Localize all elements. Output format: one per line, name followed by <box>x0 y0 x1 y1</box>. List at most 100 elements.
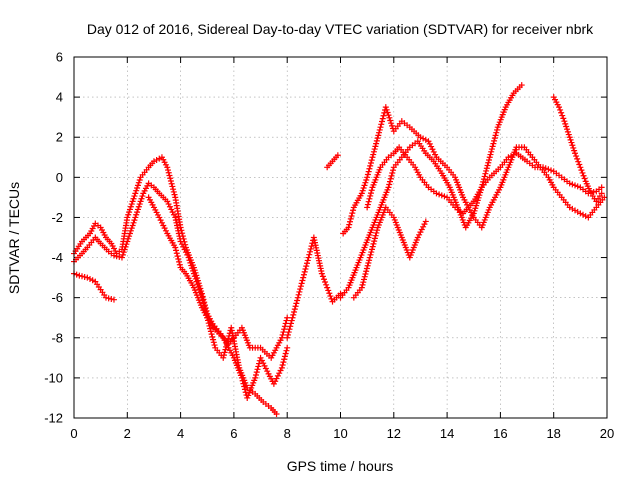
data-point <box>370 151 377 158</box>
data-point <box>308 243 315 250</box>
data-point <box>349 210 356 217</box>
data-point <box>421 221 428 228</box>
data-point <box>566 180 573 187</box>
x-tick-label: 8 <box>284 426 291 441</box>
data-point <box>220 352 227 359</box>
data-point <box>372 143 379 150</box>
data-point <box>102 294 109 301</box>
data-point <box>294 297 301 304</box>
data-point <box>389 170 396 177</box>
data-point <box>193 278 200 285</box>
data-point <box>350 207 357 214</box>
data-point <box>545 166 552 173</box>
data-point <box>126 233 133 240</box>
data-point <box>190 267 197 274</box>
data-point <box>305 254 312 261</box>
data-point <box>294 294 301 301</box>
data-point <box>569 142 576 149</box>
data-point <box>348 213 355 220</box>
data-point <box>563 123 570 130</box>
data-point <box>133 211 140 218</box>
data-point <box>133 187 140 194</box>
data-point <box>560 115 567 122</box>
data-point <box>138 195 145 202</box>
data-point <box>298 280 305 287</box>
data-point <box>129 198 136 205</box>
data-point <box>364 262 371 269</box>
data-point <box>128 225 135 232</box>
data-point <box>184 251 191 258</box>
data-point <box>222 346 229 353</box>
data-point <box>283 317 290 324</box>
data-point <box>220 354 227 361</box>
data-point <box>225 335 232 342</box>
data-point <box>150 158 157 165</box>
data-point <box>318 270 325 277</box>
data-point <box>258 357 265 364</box>
data-point <box>76 272 83 279</box>
data-point <box>207 328 214 335</box>
data-point <box>568 139 575 146</box>
data-point <box>565 131 572 138</box>
data-point <box>177 224 184 231</box>
data-point <box>270 380 277 387</box>
data-point <box>420 223 427 230</box>
data-point <box>383 106 390 113</box>
data-point <box>280 329 287 336</box>
data-point <box>167 175 174 182</box>
data-point <box>242 389 249 396</box>
data-point <box>122 243 129 250</box>
data-point <box>601 194 608 201</box>
data-points <box>71 82 608 417</box>
data-point <box>204 317 211 324</box>
data-point <box>387 175 394 182</box>
data-point <box>167 177 174 184</box>
data-point <box>373 229 380 236</box>
data-point <box>486 154 493 161</box>
data-point <box>118 254 125 261</box>
data-point <box>127 227 134 234</box>
chart-title: Day 012 of 2016, Sidereal Day-to-day VTE… <box>87 21 594 37</box>
data-point <box>282 320 289 327</box>
data-point <box>182 249 189 256</box>
data-point <box>370 148 377 155</box>
data-point <box>135 179 142 186</box>
data-point <box>124 238 131 245</box>
x-tick-label: 12 <box>387 426 401 441</box>
data-point <box>190 270 197 277</box>
data-point <box>378 118 385 125</box>
plot-frame <box>73 56 608 419</box>
data-point <box>291 308 298 315</box>
data-point <box>366 165 373 172</box>
data-point <box>262 365 269 372</box>
data-point <box>187 259 194 266</box>
data-point <box>304 257 311 264</box>
data-point <box>562 120 569 127</box>
data-point <box>276 370 283 377</box>
data-point <box>358 190 365 197</box>
y-tick-label: -2 <box>51 210 63 225</box>
x-tick-label: 2 <box>124 426 131 441</box>
data-point <box>172 244 179 251</box>
data-point <box>387 117 394 124</box>
data-point <box>559 112 566 119</box>
data-point <box>361 273 368 280</box>
data-point <box>370 240 377 247</box>
data-point <box>177 238 184 245</box>
data-point <box>211 342 218 349</box>
data-point <box>328 295 335 302</box>
data-point <box>130 195 137 202</box>
data-point <box>472 205 479 212</box>
data-point <box>426 140 433 147</box>
data-point <box>493 129 500 136</box>
data-point <box>376 129 383 136</box>
data-point <box>206 322 213 329</box>
y-tick-label: -12 <box>44 411 63 426</box>
data-point <box>428 143 435 150</box>
data-point <box>374 227 381 234</box>
data-point <box>390 167 397 174</box>
data-point <box>110 252 117 259</box>
data-point <box>192 275 199 282</box>
data-point <box>169 183 176 190</box>
data-point <box>416 231 423 238</box>
